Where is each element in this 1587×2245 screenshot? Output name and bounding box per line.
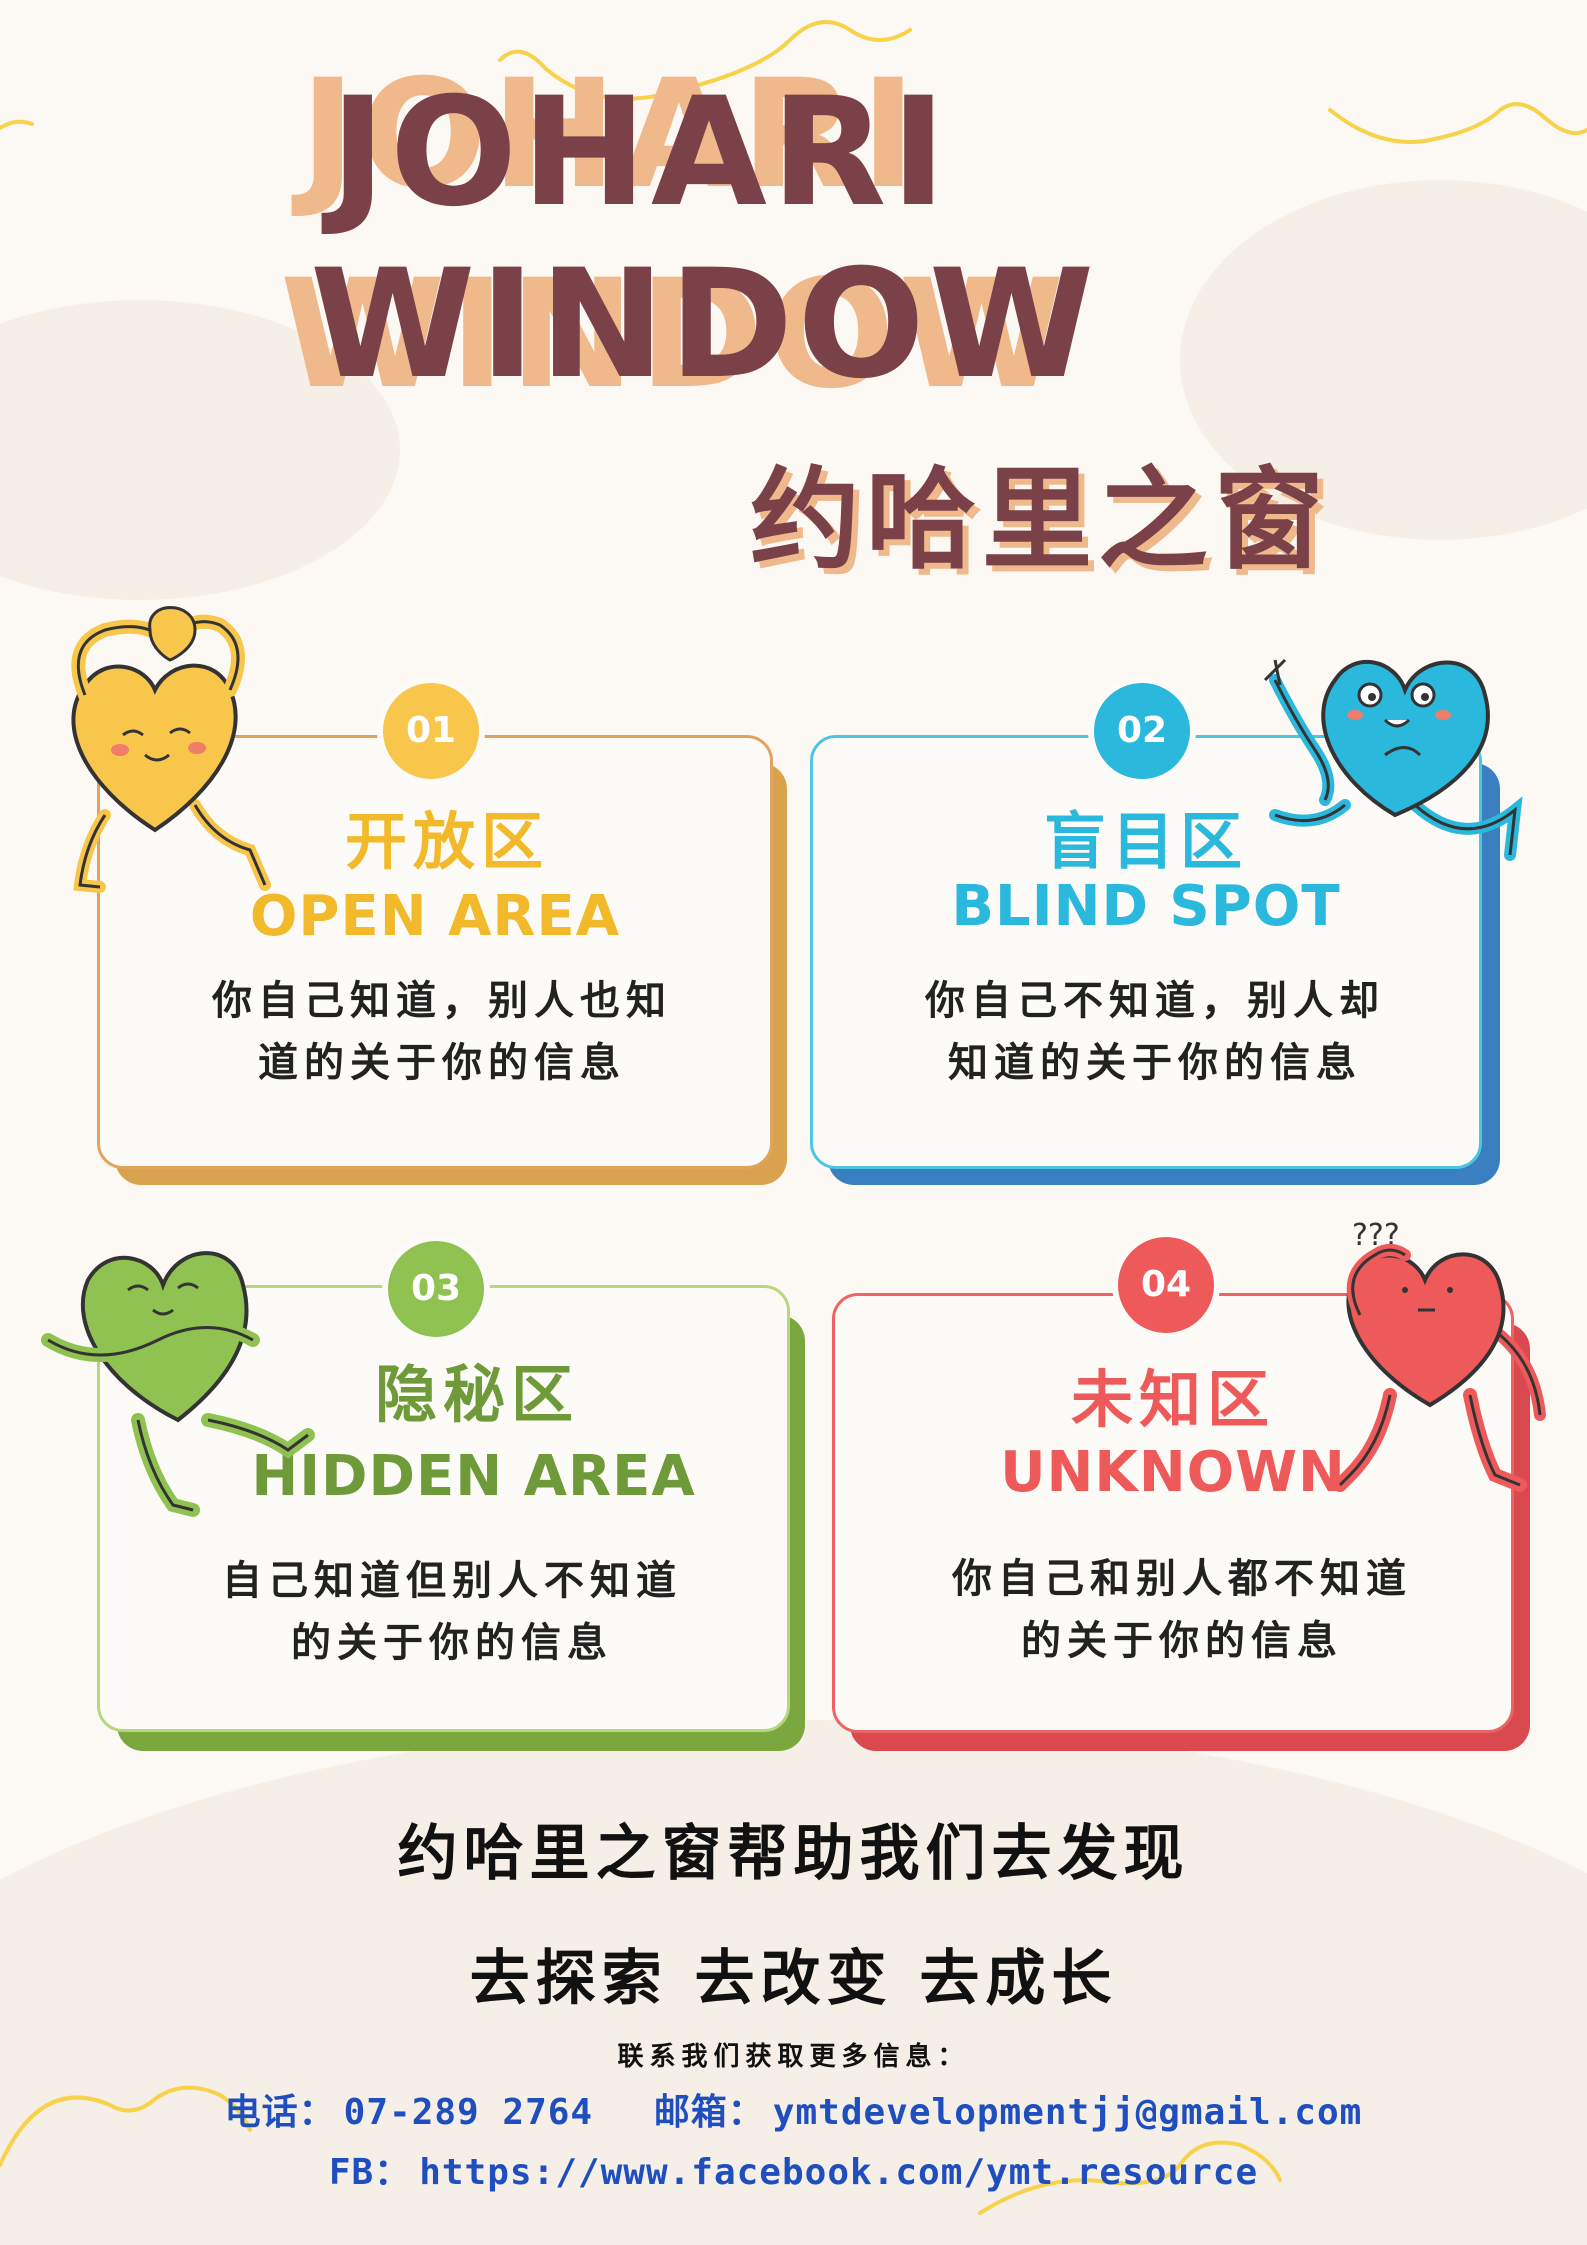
- chinese-title-shadow: 约哈里之窗: [756, 462, 1336, 590]
- card-number-badge: 01: [377, 677, 485, 785]
- red-heart-character-icon: ???: [1333, 1218, 1546, 1492]
- bg-blob-right: [1180, 180, 1587, 540]
- title-window: WINDOW: [310, 238, 1099, 412]
- card-blind-spot: 02 盲目区 BLIND SPOT 你自己不知道，别人却 知道的关于你的信息: [810, 677, 1500, 1190]
- email-label: 邮箱：: [653, 2092, 765, 2133]
- card-title-cn: 开放区: [344, 805, 549, 878]
- phone-label: 电话：: [224, 2092, 336, 2133]
- slogan-line-1: 约哈里之窗帮助我们去发现: [397, 1819, 1190, 1889]
- card-description: 你自己和别人都不知道 的关于你的信息: [952, 1556, 1412, 1664]
- email-address[interactable]: ymtdevelopmentjj@gmail.com: [772, 2092, 1363, 2133]
- title-johari: JOHARI: [330, 66, 951, 240]
- blue-heart-character-icon: [1263, 658, 1523, 861]
- title-johari-shadow: JOHARI: [300, 48, 921, 222]
- yellow-wave-top: [0, 20, 1587, 144]
- slogan-line-2: 去探索 去改变 去成长: [469, 1944, 1118, 2014]
- bg-blob-top: [0, 300, 400, 600]
- card-box: [810, 735, 1482, 1169]
- card-title-cn: 未知区: [1070, 1363, 1275, 1436]
- yellow-heart-character-icon: [71, 606, 271, 893]
- fb-label: FB：: [328, 2152, 412, 2193]
- card-number-badge: 03: [382, 1235, 490, 1343]
- card-title-en: UNKNOWN: [1000, 1440, 1346, 1505]
- card-description: 你自己知道，别人也知 道的关于你的信息: [212, 978, 672, 1086]
- bg-blob-bottom: [0, 1720, 1587, 2245]
- card-box: [97, 735, 773, 1169]
- green-heart-character-icon: [41, 1251, 315, 1517]
- chinese-title: 约哈里之窗 约哈里之窗: [750, 460, 1330, 586]
- yellow-wave-bottom: [0, 2085, 1282, 2215]
- card-hidden-area: 03 隐秘区 HIDDEN AREA 自己知道但别人不知道 的关于你的信息: [97, 1235, 807, 1755]
- fb-link[interactable]: https://www.facebook.com/ymt.resource: [419, 2152, 1259, 2193]
- contact-facebook: FB： https://www.facebook.com/ymt.resource: [0, 2143, 1587, 2195]
- title-block: JOHARI JOHARI WINDOW WINDOW: [280, 48, 1094, 440]
- chinese-title-text: 约哈里之窗: [750, 456, 1330, 584]
- title-window-shadow: WINDOW: [280, 248, 1069, 422]
- card-number-badge: 04: [1112, 1231, 1220, 1339]
- card-title-cn: 隐秘区: [374, 1358, 579, 1431]
- card-title-en: OPEN AREA: [249, 884, 621, 949]
- card-number-badge: 02: [1088, 677, 1196, 785]
- card-title-en: HIDDEN AREA: [251, 1444, 696, 1509]
- card-description: 自己知道但别人不知道 的关于你的信息: [222, 1558, 682, 1666]
- contact-heading: 联系我们获取更多信息：: [617, 2042, 970, 2072]
- card-title-en: BLIND SPOT: [951, 874, 1341, 939]
- card-description: 你自己不知道，别人却 知道的关于你的信息: [925, 978, 1385, 1086]
- phone-number[interactable]: 07-289 2764: [343, 2092, 594, 2133]
- card-title-cn: 盲目区: [1043, 805, 1248, 878]
- contact-phone-email: 电话： 07-289 2764 邮箱： ymtdevelopmentjj@gmail…: [0, 2083, 1587, 2135]
